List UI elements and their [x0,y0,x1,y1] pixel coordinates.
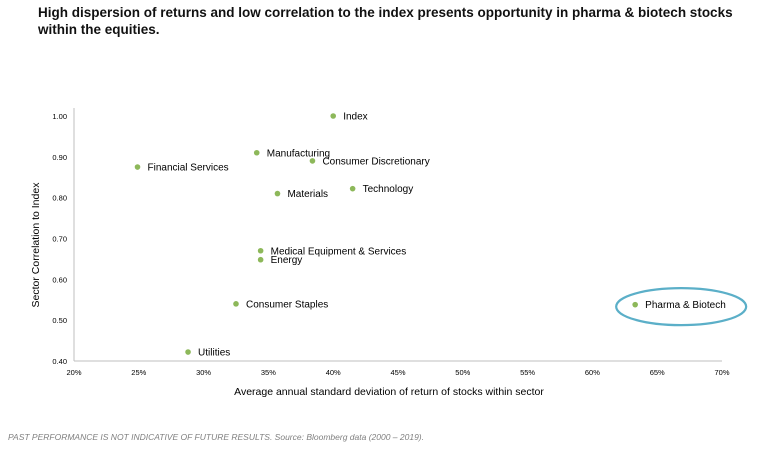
x-tick-label: 20% [66,368,81,377]
data-point [274,190,281,197]
axes [73,108,722,362]
data-label: Energy [271,255,303,266]
data-point [632,301,638,308]
y-tick-label: 0.70 [52,235,67,244]
data-point [257,256,264,263]
x-tick-label: 60% [585,368,600,377]
y-tick-label: 0.40 [52,357,67,366]
highlight-ellipse [615,287,748,327]
chart-title: High dispersion of returns and low corre… [38,5,733,37]
data-point [233,301,239,307]
data-point [253,149,260,156]
x-tick-label: 50% [455,368,470,377]
data-point [185,349,191,355]
data-label: Consumer Discretionary [322,156,429,167]
data-label: Technology [363,184,414,195]
data-label: Index [343,112,367,123]
data-point [330,113,337,119]
y-tick-label: 0.50 [52,316,67,325]
x-tick-label: 40% [326,368,341,377]
x-tick-label: 65% [650,368,665,377]
y-tick-label: 0.60 [52,275,67,284]
footer-disclaimer: PAST PERFORMANCE IS NOT INDICATIVE OF FU… [8,432,424,442]
data-label: Consumer Staples [246,299,328,310]
y-tick-label: 0.80 [52,194,67,203]
data-label: Manufacturing [267,148,330,159]
x-tick-label: 25% [131,368,146,377]
y-tick-label: 0.90 [52,153,67,162]
data-points [134,113,638,355]
data-label: Pharma & Biotech [645,300,726,311]
data-label: Medical Equipment & Services [271,246,407,257]
data-label: Utilities [198,348,230,359]
x-tick-label: 55% [520,368,535,377]
x-tick-label: 30% [196,368,211,377]
y-tick-label: 1.00 [52,112,67,121]
x-tick-label: 45% [390,368,405,377]
y-axis-title: Sector Correlation to Index [30,182,42,308]
data-point [349,185,356,192]
data-label: Materials [287,189,328,200]
data-label: Financial Services [148,163,229,174]
x-tick-label: 35% [261,368,276,377]
data-point [134,164,141,170]
x-axis-title: Average annual standard deviation of ret… [234,386,544,398]
x-tick-label: 70% [714,368,729,377]
tick-labels: 20% 25% 30% 35% 40% 45% 50% 55% 60% 65% 70% 0.40 0.5… [52,112,729,377]
data-point [309,158,316,164]
data-point [257,247,264,254]
